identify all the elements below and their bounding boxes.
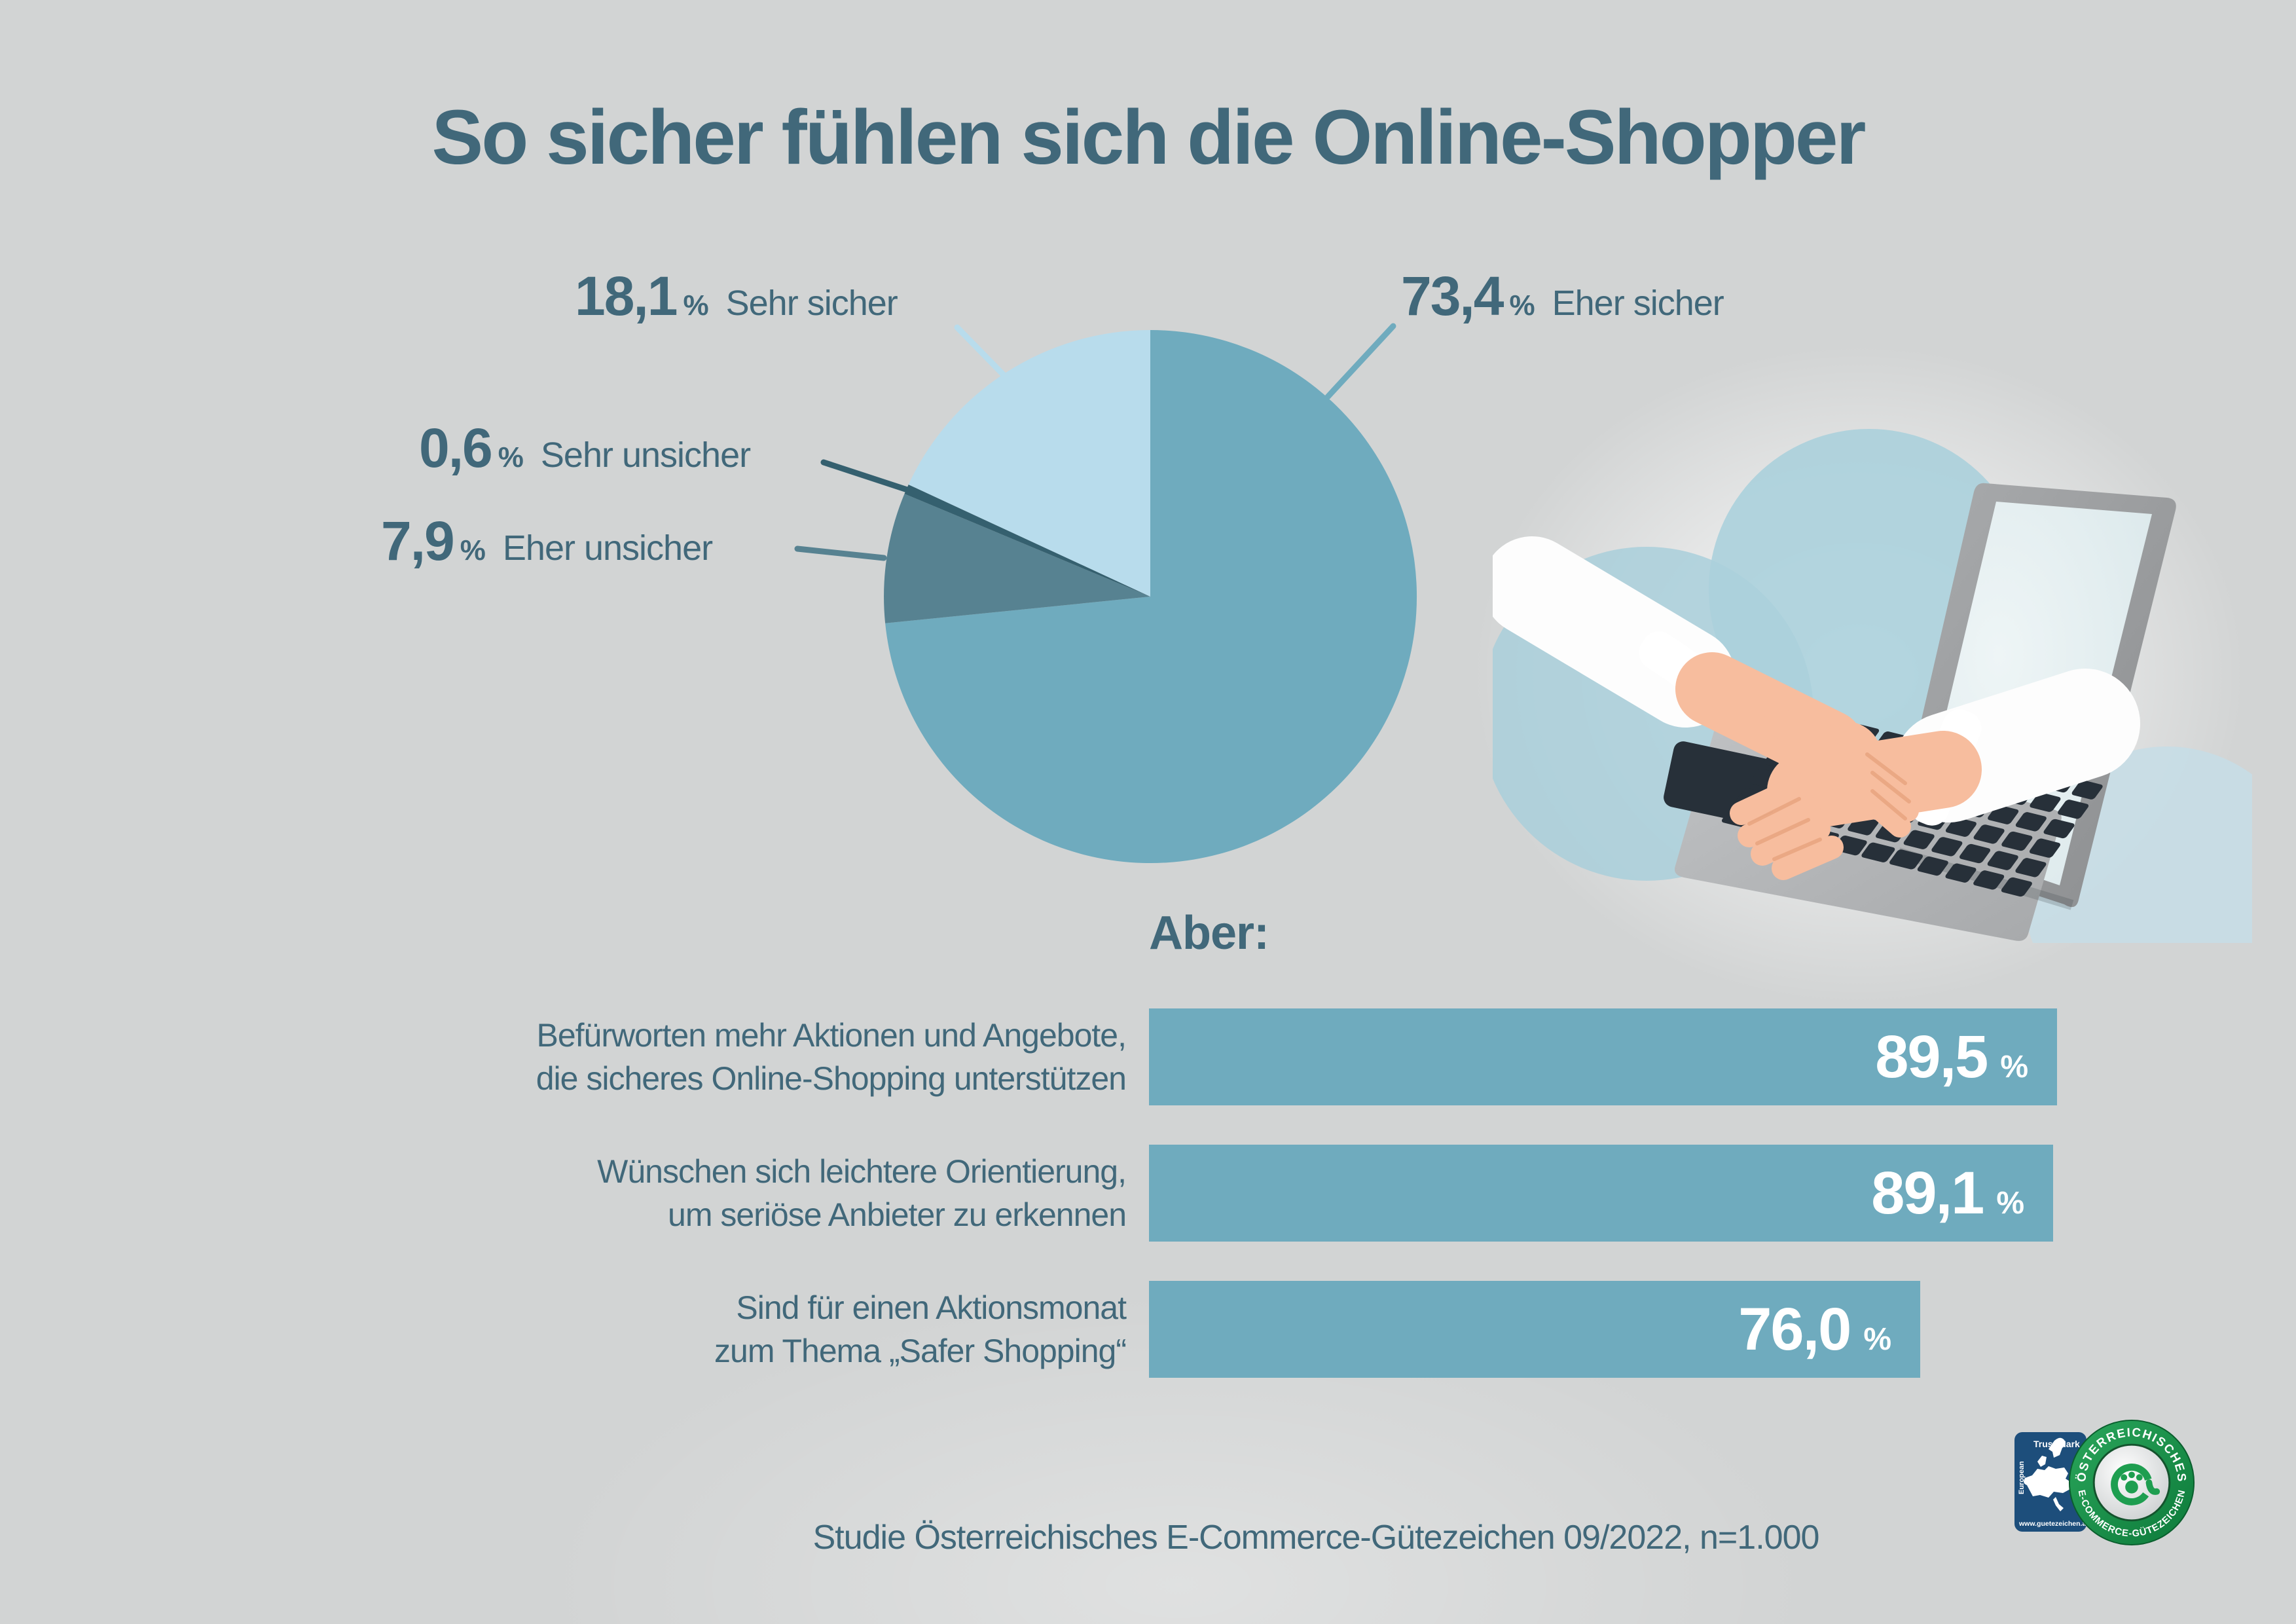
bar-3: 76,0 % [1149, 1281, 1920, 1378]
percent-sign: % [1996, 1185, 2024, 1221]
percent-sign: % [498, 441, 524, 473]
page-title: So sicher fühlen sich die Online-Shopper [431, 94, 1867, 181]
bar-label-line: Sind für einen Aktionsmonat [736, 1289, 1127, 1326]
pie-value: 73,4 [1401, 265, 1504, 327]
pie-value: 0,6 [419, 417, 493, 479]
pie-label-eher-unsicher: 7,9 % Eher unsicher [381, 509, 713, 573]
trust-mark-label: Trust Mark [2033, 1439, 2080, 1449]
bar-1: 89,5 % [1149, 1008, 2057, 1105]
finger-lines-2 [1865, 752, 1911, 821]
percent-sign: % [1509, 289, 1535, 322]
percent-sign: % [1863, 1321, 1891, 1357]
bar-label-1: Befürworten mehr Aktionen und Angebote, … [196, 1008, 1127, 1105]
pie-label-sehr-sicher: 18,1 % Sehr sicher [575, 265, 898, 328]
pie-slices [884, 330, 1417, 863]
bar-label-line: Befürworten mehr Aktionen und Angebote, [536, 1017, 1127, 1054]
bar-label-line: Wünschen sich leichtere Orientierung, [597, 1153, 1127, 1190]
percent-sign: % [2000, 1049, 2028, 1084]
pie-value: 18,1 [575, 265, 678, 327]
pie-label-eher-sicher: 73,4 % Eher sicher [1401, 265, 1724, 328]
handshake-laptop-illustration [1493, 429, 2252, 943]
leader-line-eher-sicher [1324, 323, 1396, 400]
bar-value: 76,0 % [1738, 1295, 1891, 1364]
left-hand-fingers [1848, 733, 1919, 838]
pie-segment-name: Eher unsicher [502, 528, 713, 568]
european-label: European [2018, 1461, 2026, 1494]
pie-leader-lines [794, 323, 1396, 561]
leader-line-eher-unsicher [794, 545, 887, 561]
finger-lines [1747, 797, 1822, 861]
bar-label-2: Wünschen sich leichtere Orientierung, um… [196, 1145, 1127, 1242]
left-thumb [1764, 707, 1838, 764]
pie-slice-eher-sicher [885, 330, 1417, 863]
percent-sign: % [683, 289, 709, 322]
bar-value-number: 89,1 [1871, 1159, 1984, 1227]
pie-segment-name: Eher sicher [1552, 284, 1724, 323]
bar-value: 89,5 % [1875, 1023, 2028, 1092]
pie-slice-sehr-sicher [908, 330, 1150, 597]
pie-value: 7,9 [381, 510, 455, 572]
pie-segment-name: Sehr sicher [725, 284, 898, 323]
bar-label-3: Sind für einen Aktionsmonat zum Thema „S… [196, 1281, 1127, 1378]
bar-value-number: 89,5 [1875, 1023, 1988, 1090]
leader-line-sehr-unsicher [820, 459, 919, 496]
guetezeichen-seal: ÖSTERREICHISCHES E-COMMERCE-GÜTEZEICHEN [2068, 1419, 2195, 1546]
right-hand-fingers [1730, 774, 1844, 880]
bar-value-number: 76,0 [1738, 1295, 1851, 1363]
pie-slice-sehr-unsicher [904, 485, 1150, 597]
bar-label-line: zum Thema „Safer Shopping“ [714, 1333, 1127, 1369]
bar-2: 89,1 % [1149, 1145, 2053, 1242]
bar-label-line: um seriöse Anbieter zu erkennen [668, 1196, 1127, 1233]
at-glyph [2111, 1464, 2160, 1505]
bar-label-line: die sicheres Online-Shopping unterstütze… [536, 1060, 1127, 1097]
pie-segment-name: Sehr unsicher [540, 435, 751, 475]
bar-section-heading: Aber: [1149, 907, 1269, 959]
pie-label-sehr-unsicher: 0,6 % Sehr unsicher [419, 416, 751, 480]
trust-mark-card: Trust Mark European www.guetezeichen.at [2014, 1432, 2087, 1532]
source-note: Studie Österreichisches E-Commerce-Gütez… [812, 1519, 1820, 1557]
bar-value: 89,1 % [1871, 1159, 2024, 1228]
leader-line-sehr-sicher [954, 324, 1019, 391]
europe-map [2024, 1437, 2071, 1511]
pie-slice-eher-unsicher [884, 494, 1150, 623]
percent-sign: % [460, 534, 486, 566]
guetezeichen-url: www.guetezeichen.at [2018, 1520, 2087, 1528]
